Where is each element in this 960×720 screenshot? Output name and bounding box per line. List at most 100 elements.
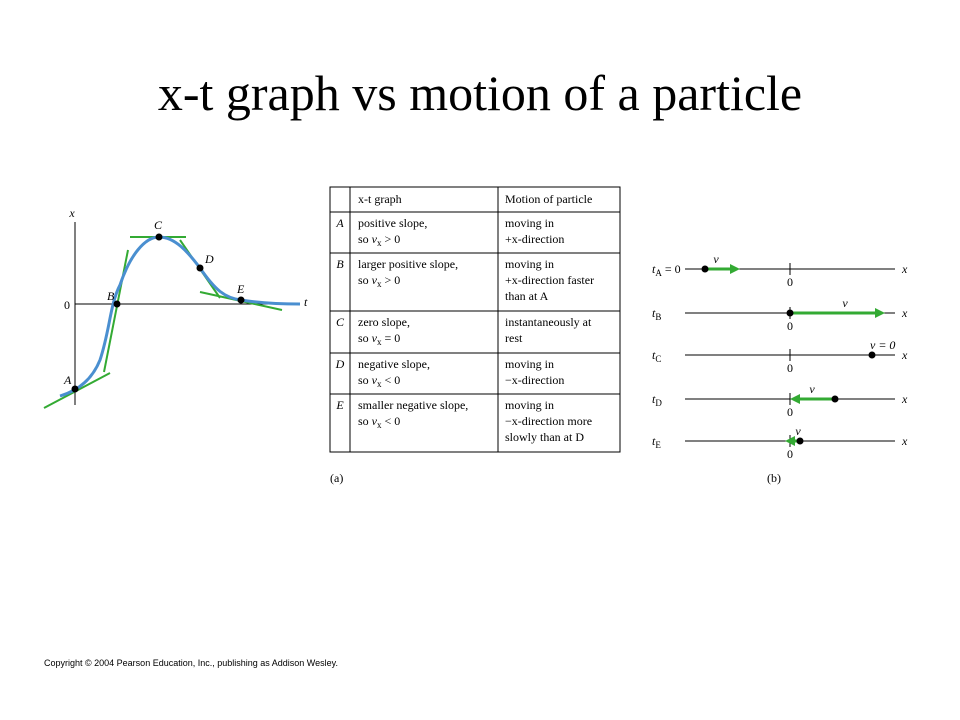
x-axis-label: t (304, 295, 308, 309)
text-line: zero slope, (358, 315, 410, 329)
velocity-label: v (809, 382, 815, 396)
axis-label: x (901, 262, 908, 276)
velocity-label: v (713, 252, 719, 266)
axis-label: x (901, 392, 908, 406)
text-line: positive slope, (358, 216, 427, 230)
text-segment: v (372, 232, 378, 246)
text-segment: < 0 (382, 414, 401, 428)
arrow-head (785, 436, 795, 446)
text-line: instantaneously at (505, 315, 592, 329)
point-label: C (154, 218, 163, 232)
point (237, 296, 245, 304)
text-line: so vx​ = 0 (358, 331, 400, 347)
tangent-b (103, 249, 129, 373)
text-segment: v (372, 414, 378, 428)
origin-label: 0 (787, 275, 793, 289)
velocity-label: v (795, 424, 801, 438)
table-grid (329, 186, 621, 453)
text-line: than at A (505, 289, 549, 303)
text-line: moving in (505, 257, 554, 271)
text-segment: < 0 (382, 373, 401, 387)
origin-label: 0 (787, 361, 793, 375)
row-label: A (335, 216, 344, 230)
subscript: x (377, 337, 382, 347)
text-line: −x-direction (505, 373, 564, 387)
text-line: moving in (505, 357, 554, 371)
arrow-head (875, 308, 885, 318)
y-axis-label: x (68, 206, 75, 220)
subscript: x (377, 420, 382, 430)
text-line: tB​ (652, 306, 661, 322)
text-segment: v (372, 373, 378, 387)
table-border (329, 186, 621, 453)
subscript: E (655, 440, 661, 450)
subscript: D (655, 398, 662, 408)
point (113, 300, 121, 308)
text-line: smaller negative slope, (358, 398, 468, 412)
point (71, 385, 79, 393)
xt-graph (43, 222, 301, 409)
text-segment: v (372, 331, 378, 345)
text-segment: so (358, 232, 372, 246)
text-segment: = 0 (382, 331, 401, 345)
velocity-label: v (842, 296, 848, 310)
caption-b: (b) (767, 471, 781, 485)
point-label: A (63, 373, 72, 387)
text-line: rest (505, 331, 523, 345)
text-segment: t (652, 262, 656, 276)
text-line: negative slope, (358, 357, 430, 371)
curve (59, 235, 301, 398)
text-segment: t (652, 306, 656, 320)
text-segment: t (652, 348, 656, 362)
origin-label: 0 (787, 319, 793, 333)
point-label: E (236, 282, 245, 296)
point (196, 264, 204, 272)
text-segment: so (358, 331, 372, 345)
text-line: so vx​ > 0 (358, 273, 400, 289)
text-segment: so (358, 414, 372, 428)
point (155, 233, 163, 241)
table-header: Motion of particle (505, 192, 592, 206)
text-line: +x-direction (505, 232, 564, 246)
axis-label: x (901, 434, 908, 448)
title: x-t graph vs motion of a particle (158, 65, 802, 121)
point-label: D (204, 252, 214, 266)
subscript: C (655, 354, 661, 364)
text-line: so vx​ < 0 (358, 414, 400, 430)
row-label: C (336, 315, 345, 329)
particle (796, 437, 804, 445)
text-segment: = 0 (662, 262, 681, 276)
table-header: x-t graph (358, 192, 402, 206)
text-line: so vx​ > 0 (358, 232, 400, 248)
subscript: x (377, 279, 382, 289)
origin-label: 0 (64, 298, 70, 312)
caption-a: (a) (330, 471, 343, 485)
origin-label: 0 (787, 405, 793, 419)
text-segment: so (358, 273, 372, 287)
text-segment: t (652, 392, 656, 406)
footer: Copyright © 2004 Pearson Education, Inc.… (44, 658, 338, 668)
velocity-label: v = 0 (870, 338, 895, 352)
row-label: B (336, 257, 344, 271)
axis-label: x (901, 306, 908, 320)
text-line: tD​ (652, 392, 662, 408)
text-segment: > 0 (382, 273, 401, 287)
row-label: D (335, 357, 345, 371)
text-segment: so (358, 373, 372, 387)
arrow-head (730, 264, 740, 274)
text-line: tE​ (652, 434, 661, 450)
particle (701, 265, 709, 273)
text-line: slowly than at D (505, 430, 584, 444)
particle (831, 395, 839, 403)
arrow-head (790, 394, 800, 404)
subscript: x (377, 238, 382, 248)
particle (868, 351, 876, 359)
text-segment: v (372, 273, 378, 287)
subscript: x (377, 379, 382, 389)
text-line: so vx​ < 0 (358, 373, 400, 389)
text-line: tA​ = 0 (652, 262, 681, 278)
particle (786, 309, 794, 317)
text-line: moving in (505, 398, 554, 412)
subscript: B (655, 312, 661, 322)
text-line: −x-direction more (505, 414, 592, 428)
